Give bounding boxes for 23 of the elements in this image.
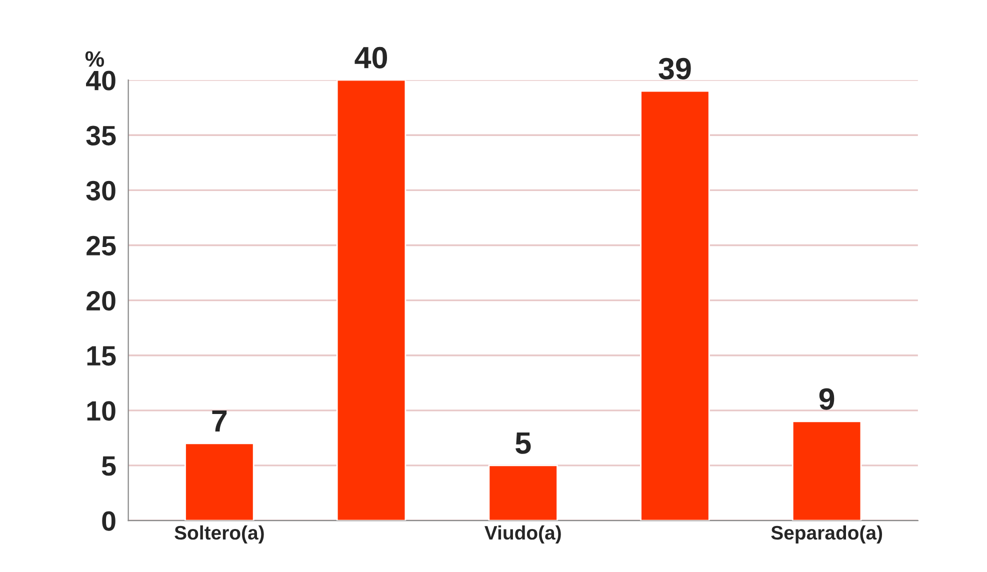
bar bbox=[792, 420, 862, 521]
bar bbox=[488, 464, 558, 521]
data-label: 7 bbox=[212, 410, 227, 432]
y-tick-label: 40 bbox=[86, 70, 116, 90]
bar bbox=[640, 90, 710, 521]
data-label: 9 bbox=[819, 388, 834, 410]
y-tick-label: 15 bbox=[87, 346, 116, 366]
y-tick-label: 30 bbox=[86, 180, 116, 201]
y-tick-label: 25 bbox=[86, 236, 116, 256]
x-tick-label: Soltero(a) bbox=[174, 525, 264, 544]
data-label: 40 bbox=[354, 46, 388, 68]
bar bbox=[184, 442, 254, 521]
data-label: 5 bbox=[516, 432, 531, 454]
x-tick-label: Separado(a) bbox=[771, 525, 882, 544]
y-tick-label: 35 bbox=[86, 126, 116, 146]
y-axis-title: % bbox=[85, 51, 104, 67]
y-tick-label: 20 bbox=[86, 290, 116, 311]
y-tick-label: 0 bbox=[102, 511, 116, 531]
data-label: 39 bbox=[658, 58, 691, 80]
y-tick-label: 5 bbox=[102, 456, 116, 476]
bar bbox=[336, 80, 406, 521]
x-tick-label: Viudo(a) bbox=[484, 525, 561, 544]
y-tick-label: 10 bbox=[87, 401, 116, 421]
